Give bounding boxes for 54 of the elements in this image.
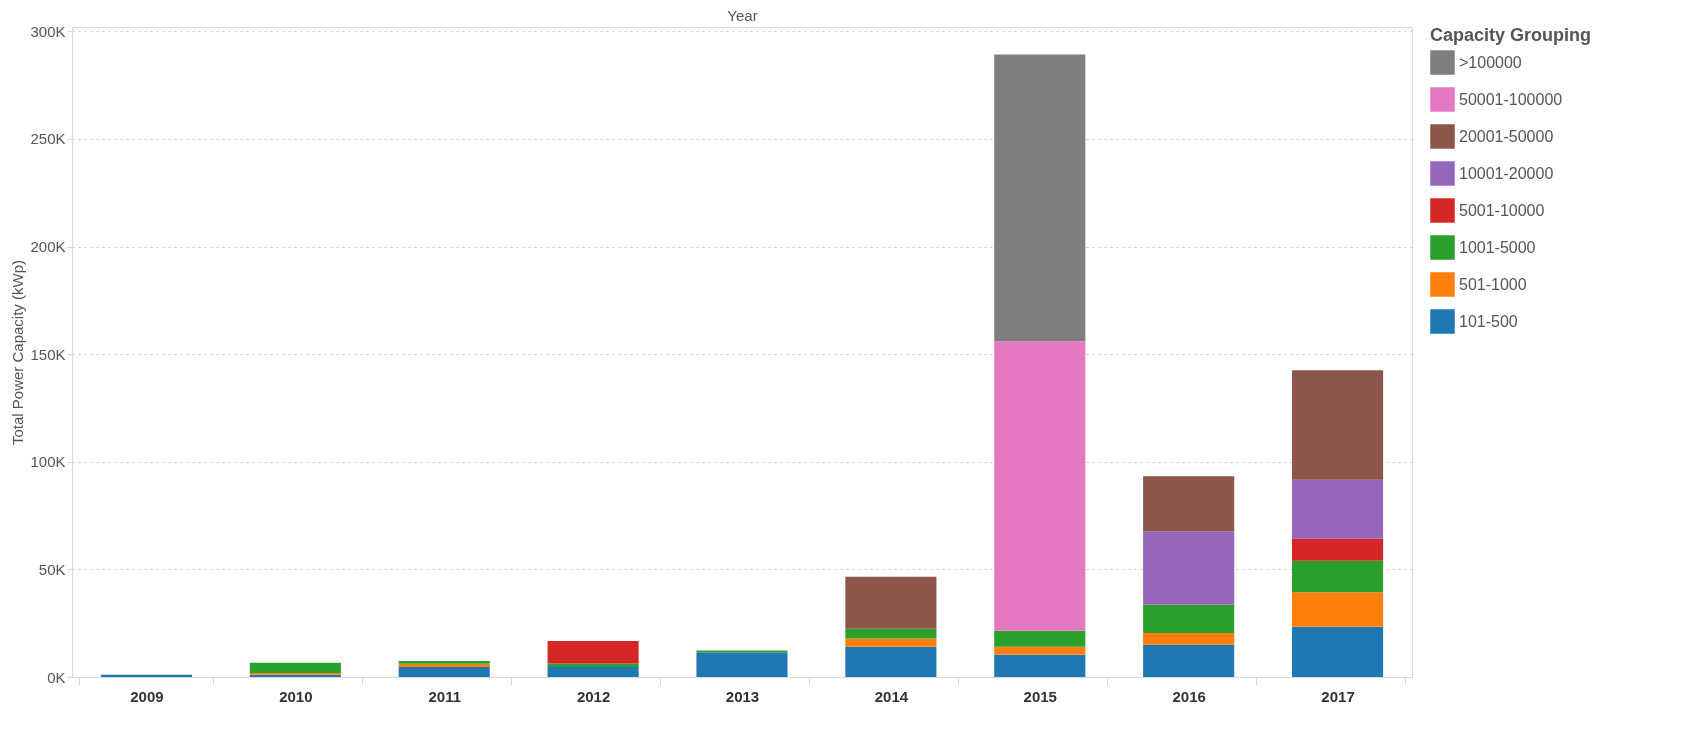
y-tick-label: 200K — [30, 238, 66, 256]
x-axis-title: Year — [727, 6, 758, 24]
bar — [994, 630, 1086, 647]
bar — [1292, 479, 1384, 539]
legend-label: 20001-50000 — [1459, 127, 1554, 145]
x-tick-label: 2011 — [428, 687, 461, 705]
x-tick-label: 2013 — [725, 687, 760, 705]
y-tick-label: 100K — [30, 453, 66, 471]
bar — [547, 641, 639, 664]
legend-label: 50001-100000 — [1459, 90, 1563, 108]
bar — [845, 576, 937, 629]
x-tick-label: 2014 — [874, 687, 909, 705]
legend-label: 10001-20000 — [1459, 164, 1554, 182]
x-tick-label: 2016 — [1172, 687, 1206, 705]
bar — [100, 674, 192, 677]
bar — [1143, 531, 1235, 605]
bar — [994, 646, 1086, 655]
bar — [1143, 644, 1235, 677]
bar — [845, 646, 937, 677]
bar — [845, 638, 937, 647]
y-tick-label: 0K — [47, 668, 66, 686]
y-tick-label: 150K — [30, 345, 66, 363]
legend-label: 5001-10000 — [1459, 201, 1545, 219]
bar — [547, 663, 639, 667]
x-tick-label: 2012 — [576, 687, 611, 705]
legend-label: 101-500 — [1459, 312, 1518, 330]
y-tick-label: 50K — [38, 560, 66, 578]
bar — [1143, 632, 1235, 645]
y-tick-label: 300K — [30, 22, 66, 40]
bar — [1292, 370, 1384, 480]
bar — [696, 652, 788, 677]
bar — [845, 628, 937, 639]
x-tick-label: 2010 — [279, 687, 313, 705]
bar — [1292, 626, 1384, 677]
legend-title: Capacity Grouping — [1430, 25, 1592, 45]
bar — [1292, 560, 1384, 593]
bar — [1292, 538, 1384, 561]
legend-label: 1001-5000 — [1459, 238, 1536, 256]
y-axis-title: Total Power Capacity (kWp) — [9, 259, 27, 446]
bar — [994, 54, 1086, 342]
legend-label: >100000 — [1459, 53, 1522, 71]
bar — [994, 341, 1086, 631]
bar — [249, 662, 341, 673]
y-tick-label: 250K — [30, 130, 66, 148]
x-tick-label: 2009 — [130, 687, 164, 705]
bar — [1292, 592, 1384, 627]
bar — [994, 654, 1086, 677]
bar — [547, 666, 639, 677]
bar — [398, 666, 490, 677]
bar — [1143, 476, 1235, 532]
bar — [1143, 604, 1235, 633]
legend-label: 501-1000 — [1459, 275, 1527, 293]
x-tick-label: 2015 — [1023, 687, 1057, 705]
x-tick-label: 2017 — [1321, 687, 1355, 705]
